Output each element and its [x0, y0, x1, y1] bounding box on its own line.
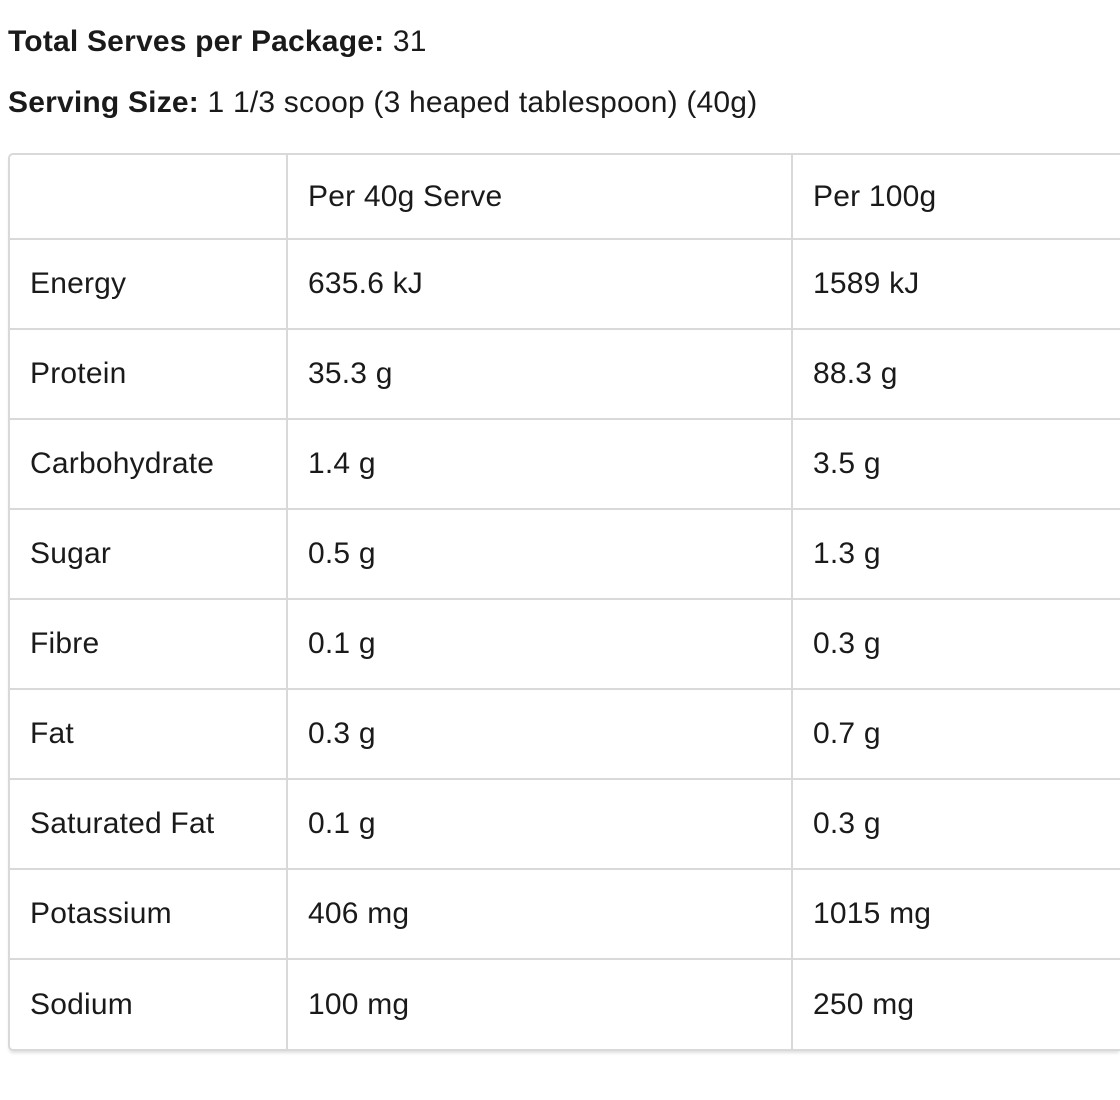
table-row: Sugar 0.5 g 1.3 g [10, 508, 1120, 599]
table-row: Energy 635.6 kJ 1589 kJ [10, 238, 1120, 329]
per-serve-cell: 635.6 kJ [286, 238, 792, 329]
nutrient-cell: Saturated Fat [10, 778, 287, 869]
nutrient-cell: Carbohydrate [10, 418, 287, 509]
table-row: Sodium 100 mg 250 mg [10, 958, 1120, 1049]
table-row: Saturated Fat 0.1 g 0.3 g [10, 778, 1120, 869]
per-serve-cell: 100 mg [286, 958, 792, 1049]
nutrient-cell: Fat [10, 688, 287, 779]
serving-size-value: 1 1/3 scoop (3 heaped tablespoon) (40g) [199, 86, 758, 119]
serving-size-label: Serving Size: [8, 86, 199, 119]
header-cell-per-100g: Per 100g [791, 155, 1120, 239]
table-row: Fat 0.3 g 0.7 g [10, 688, 1120, 779]
per-serve-cell: 0.1 g [286, 778, 792, 869]
nutrient-cell: Energy [10, 238, 287, 329]
serving-size-line: Serving Size: 1 1/3 scoop (3 heaped tabl… [8, 85, 1120, 121]
nutrient-cell: Potassium [10, 868, 287, 959]
header-cell-per-serve: Per 40g Serve [286, 155, 792, 239]
per-serve-cell: 0.1 g [286, 598, 792, 689]
serving-meta: Total Serves per Package: 31 Serving Siz… [0, 0, 1120, 121]
nutrition-table: Per 40g Serve Per 100g Energy 635.6 kJ 1… [10, 155, 1120, 1049]
per-100g-cell: 3.5 g [791, 418, 1120, 509]
per-serve-cell: 0.5 g [286, 508, 792, 599]
per-100g-cell: 0.3 g [791, 598, 1120, 689]
per-100g-cell: 250 mg [791, 958, 1120, 1049]
per-100g-cell: 1015 mg [791, 868, 1120, 959]
per-serve-cell: 406 mg [286, 868, 792, 959]
per-serve-cell: 0.3 g [286, 688, 792, 779]
header-cell-nutrient [10, 155, 287, 239]
table-row: Protein 35.3 g 88.3 g [10, 328, 1120, 419]
total-serves-value: 31 [384, 25, 427, 58]
total-serves-line: Total Serves per Package: 31 [8, 24, 1120, 60]
per-serve-cell: 1.4 g [286, 418, 792, 509]
table-row: Potassium 406 mg 1015 mg [10, 868, 1120, 959]
per-100g-cell: 88.3 g [791, 328, 1120, 419]
nutrient-cell: Sodium [10, 958, 287, 1049]
per-100g-cell: 0.7 g [791, 688, 1120, 779]
per-100g-cell: 1589 kJ [791, 238, 1120, 329]
table-row: Carbohydrate 1.4 g 3.5 g [10, 418, 1120, 509]
per-100g-cell: 1.3 g [791, 508, 1120, 599]
table-header-row: Per 40g Serve Per 100g [10, 155, 1120, 239]
per-100g-cell: 0.3 g [791, 778, 1120, 869]
nutrition-table-container: Per 40g Serve Per 100g Energy 635.6 kJ 1… [8, 153, 1120, 1051]
nutrient-cell: Fibre [10, 598, 287, 689]
nutrient-cell: Sugar [10, 508, 287, 599]
total-serves-label: Total Serves per Package: [8, 25, 385, 58]
per-serve-cell: 35.3 g [286, 328, 792, 419]
nutrient-cell: Protein [10, 328, 287, 419]
table-row: Fibre 0.1 g 0.3 g [10, 598, 1120, 689]
